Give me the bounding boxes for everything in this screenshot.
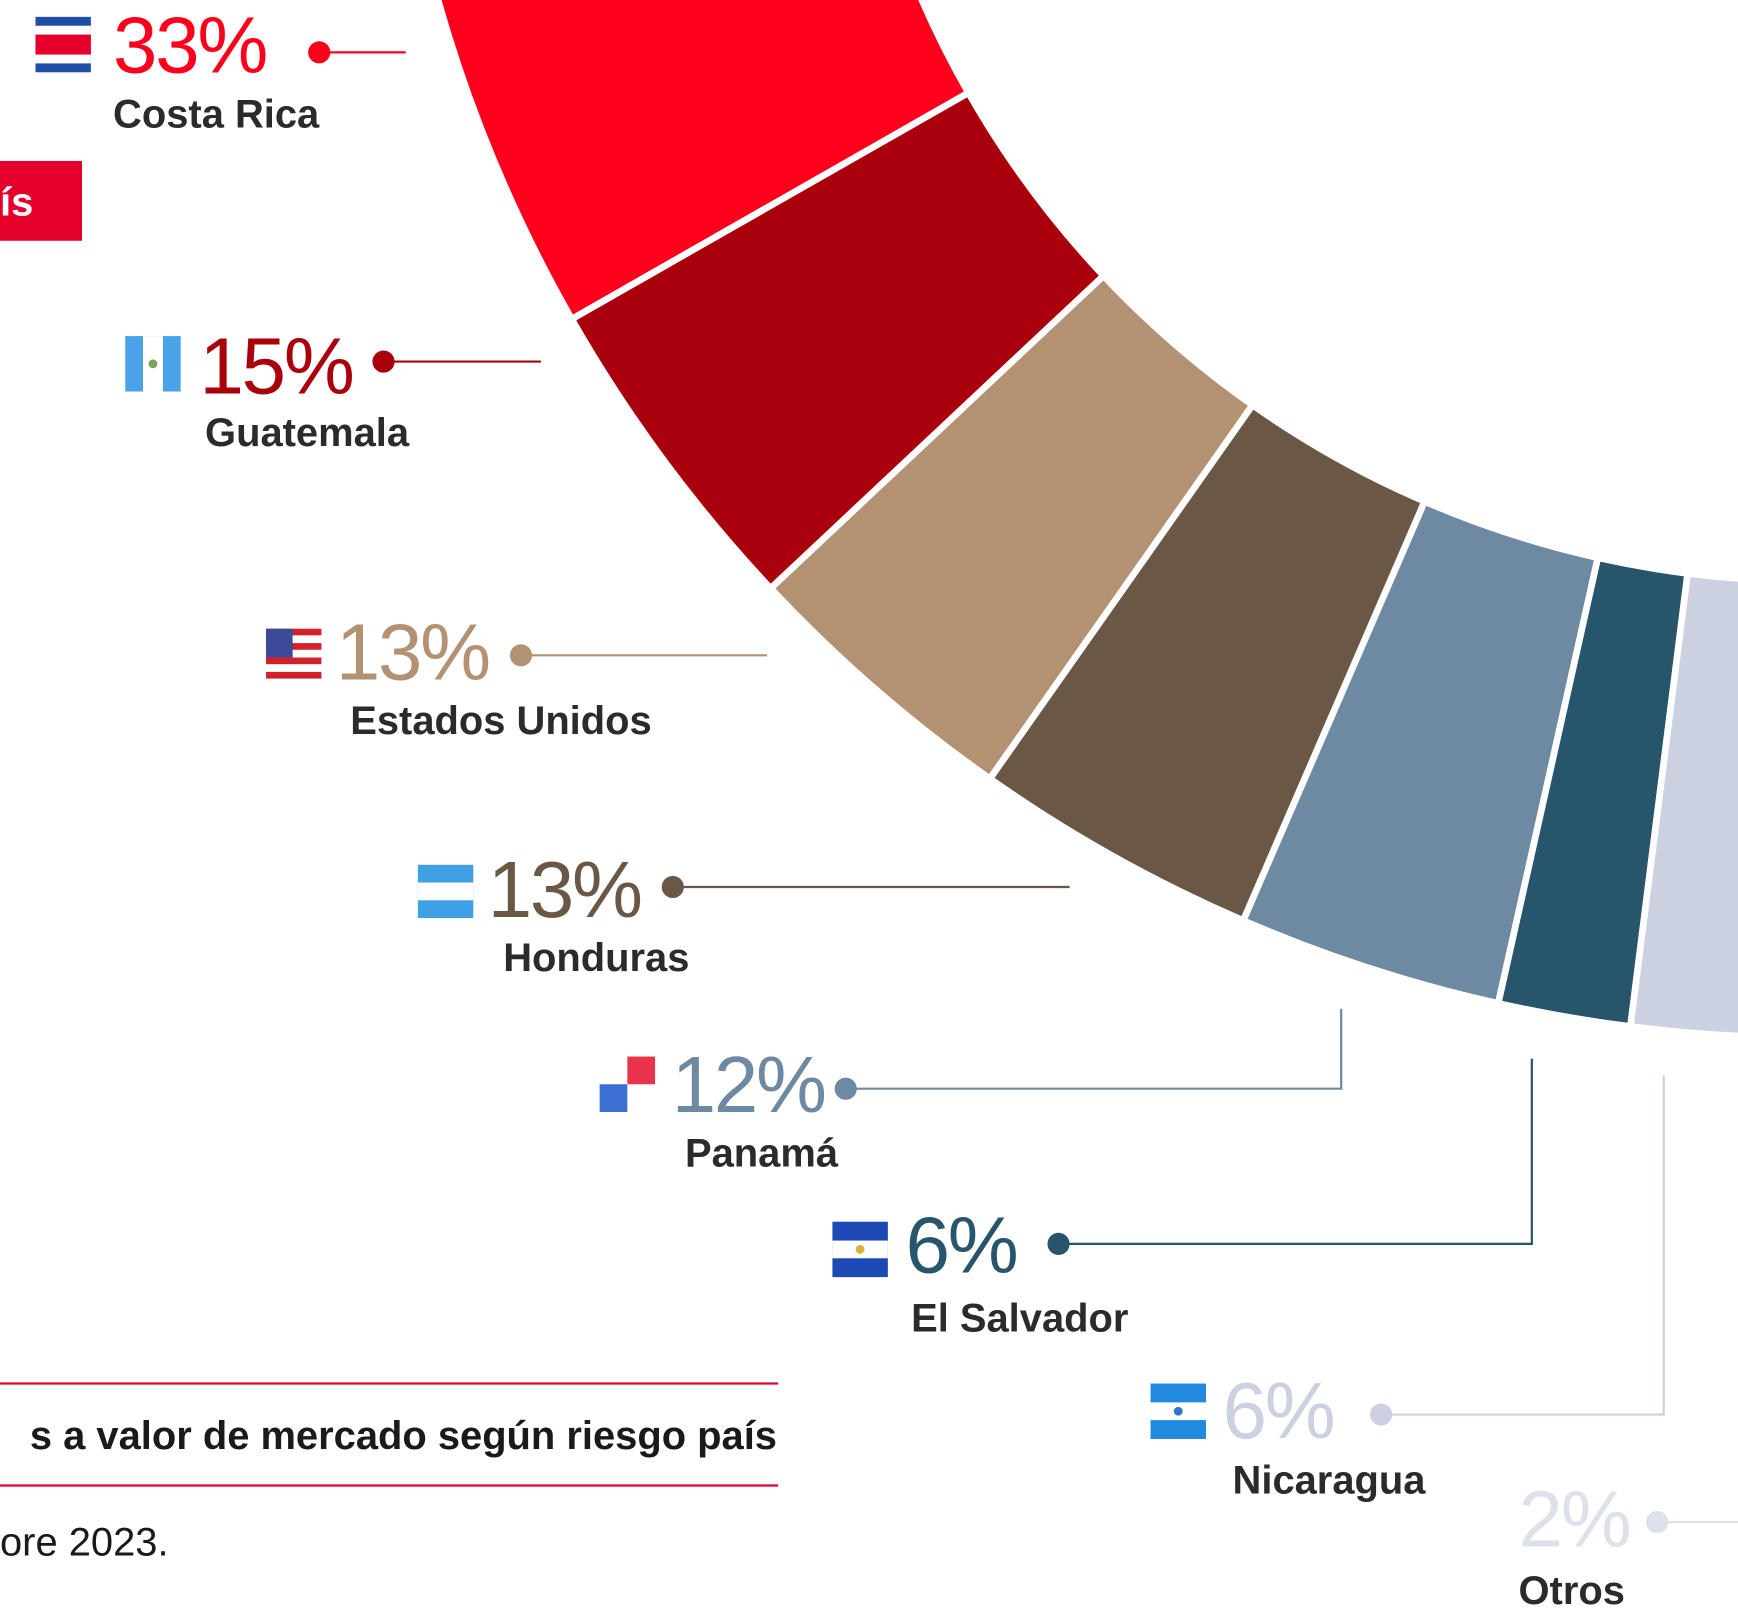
chart-subtitle: ore 2023. bbox=[0, 1520, 169, 1564]
leader-dot bbox=[308, 41, 331, 64]
donut bbox=[434, 0, 1738, 1040]
category-label: Honduras bbox=[503, 936, 689, 980]
flag-guatemala bbox=[125, 336, 181, 392]
flag-usa bbox=[266, 628, 322, 685]
leader-dot bbox=[661, 875, 684, 899]
value-label: 15% bbox=[200, 322, 353, 411]
badge bbox=[0, 160, 83, 241]
category-label: Costa Rica bbox=[113, 93, 320, 137]
leader-line bbox=[845, 1008, 1343, 1090]
value-label: 33% bbox=[113, 0, 266, 89]
category-label: Panamá bbox=[685, 1131, 839, 1175]
badge-text: ís bbox=[0, 180, 33, 224]
chart-title: s a valor de mercado según riesgo país bbox=[30, 1414, 777, 1458]
leader-dot bbox=[1370, 1403, 1393, 1426]
value-label: 2% bbox=[1519, 1474, 1630, 1563]
category-label: Nicaragua bbox=[1233, 1458, 1427, 1502]
leader-dot bbox=[372, 350, 395, 373]
category-label: El Salvador bbox=[911, 1296, 1128, 1340]
value-label: 12% bbox=[672, 1040, 825, 1129]
leader-line bbox=[1381, 1075, 1665, 1416]
leader-dot bbox=[509, 644, 533, 667]
category-label: Otros bbox=[1519, 1569, 1625, 1611]
value-label: 6% bbox=[906, 1201, 1017, 1290]
category-label: Estados Unidos bbox=[350, 699, 651, 743]
flag-panama bbox=[599, 1056, 656, 1112]
wedge bbox=[1626, 569, 1738, 1040]
value-label: 6% bbox=[1223, 1366, 1334, 1455]
flag-costa-rica bbox=[35, 16, 91, 73]
leader-dot bbox=[1646, 1511, 1669, 1534]
flag-honduras bbox=[417, 864, 474, 919]
leader-line bbox=[1058, 1058, 1533, 1245]
value-label: 13% bbox=[488, 845, 641, 934]
leader-dot bbox=[834, 1077, 857, 1100]
category-label: Guatemala bbox=[205, 411, 410, 455]
value-label: 13% bbox=[336, 608, 489, 697]
leader-dot bbox=[1047, 1232, 1070, 1255]
flag-nicaragua bbox=[1150, 1383, 1206, 1439]
flag-el-salvador bbox=[832, 1221, 888, 1278]
